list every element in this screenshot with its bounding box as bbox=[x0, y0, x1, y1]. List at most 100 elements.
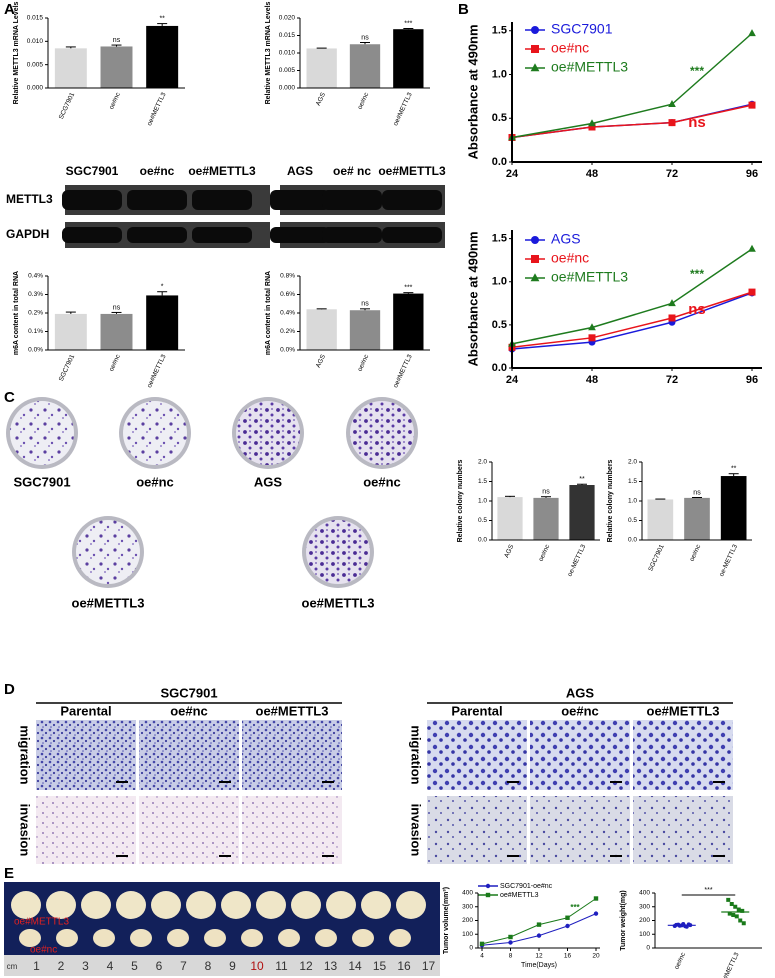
blot-band bbox=[62, 227, 122, 243]
x-tick-label: oe#nc bbox=[673, 951, 687, 971]
ruler-number: 14 bbox=[348, 959, 362, 973]
y-tick-label: 0.2% bbox=[280, 328, 295, 335]
significance: ** bbox=[731, 466, 737, 473]
significance: ns bbox=[361, 301, 369, 308]
x-tick-label: 20 bbox=[592, 953, 600, 960]
colony-plate-inner bbox=[10, 401, 74, 465]
ruler-number: 8 bbox=[205, 959, 212, 973]
marker bbox=[588, 323, 596, 331]
significance: *** bbox=[404, 20, 412, 27]
series-line bbox=[511, 291, 753, 349]
ruler-number: 7 bbox=[180, 959, 187, 973]
tumor bbox=[241, 929, 263, 947]
transwell-row-label: migration bbox=[409, 725, 424, 784]
y-axis-label: Tumor weight(mg) bbox=[620, 890, 627, 951]
y-tick-label: 0.0% bbox=[28, 347, 43, 354]
tumor bbox=[256, 891, 286, 919]
y-axis-label: m6A content in total RNA bbox=[265, 271, 272, 355]
bar bbox=[349, 44, 381, 88]
y-tick-label: 1.5 bbox=[492, 233, 507, 245]
ruler-number: 3 bbox=[82, 959, 89, 973]
x-tick-label: 72 bbox=[666, 168, 678, 180]
bar bbox=[533, 497, 559, 540]
transwell-image bbox=[242, 796, 342, 864]
y-tick-label: 0 bbox=[646, 945, 650, 952]
bar bbox=[393, 293, 424, 350]
x-tick-label: SGC7901 bbox=[647, 543, 666, 572]
panel-label: D bbox=[4, 681, 15, 698]
ruler-number: 13 bbox=[324, 959, 338, 973]
marker bbox=[734, 914, 739, 919]
marker bbox=[668, 119, 676, 127]
colony-plate-inner bbox=[236, 401, 300, 465]
blot-band bbox=[382, 190, 442, 210]
ruler-number: 6 bbox=[156, 959, 163, 973]
tumor bbox=[186, 891, 216, 919]
transwell-image bbox=[139, 720, 239, 790]
transwell-image bbox=[530, 720, 630, 790]
legend-label: oe#METTL3 bbox=[551, 269, 628, 285]
y-tick-label: 0.0 bbox=[478, 537, 487, 544]
ruler-number: 12 bbox=[299, 959, 313, 973]
legend-label: SGC7901-oe#nc bbox=[500, 883, 553, 890]
ruler-number: 10 bbox=[250, 959, 264, 973]
marker bbox=[531, 45, 539, 53]
y-tick-label: 0.0 bbox=[628, 537, 637, 544]
marker bbox=[748, 288, 756, 296]
x-tick-label: oe#nc bbox=[108, 91, 122, 111]
transwell-row-label: migration bbox=[18, 725, 33, 784]
x-tick-label: AGS bbox=[503, 543, 515, 559]
significance: ns bbox=[542, 489, 550, 496]
y-tick-label: 0.5 bbox=[478, 517, 487, 524]
bar bbox=[54, 313, 87, 350]
panel-label: C bbox=[4, 389, 15, 406]
marker bbox=[565, 923, 570, 929]
ruler-number: 11 bbox=[275, 959, 288, 973]
x-tick-label: SCG7901 bbox=[58, 91, 77, 120]
transwell-image bbox=[633, 720, 733, 790]
colony-label: oe#METTL3 bbox=[302, 595, 375, 610]
y-tick-label: 300 bbox=[462, 903, 473, 910]
y-tick-label: 0.4% bbox=[28, 273, 43, 280]
significance: *** bbox=[690, 267, 704, 281]
y-tick-label: 100 bbox=[462, 931, 473, 938]
x-tick-label: 48 bbox=[586, 168, 598, 180]
y-tick-label: 0.5 bbox=[492, 112, 507, 124]
x-tick-label: 8 bbox=[509, 953, 513, 960]
y-tick-label: 0.005 bbox=[27, 61, 44, 68]
marker bbox=[508, 934, 513, 940]
transwell-image bbox=[36, 796, 136, 864]
y-tick-label: 0.020 bbox=[279, 15, 296, 22]
y-tick-label: 0.1% bbox=[28, 328, 43, 335]
transwell-image bbox=[242, 720, 342, 790]
blot-lane-label: oe#METTL3 bbox=[188, 164, 256, 178]
ruler-number: 9 bbox=[229, 959, 236, 973]
blot-lane-label: oe#METTL3 bbox=[378, 164, 446, 178]
marker bbox=[729, 902, 734, 906]
transwell-row-label: invasion bbox=[18, 804, 33, 857]
marker bbox=[479, 941, 485, 947]
series-line bbox=[511, 104, 753, 139]
transwell-image bbox=[36, 720, 136, 790]
blot-band bbox=[192, 227, 252, 243]
marker bbox=[668, 314, 676, 322]
y-tick-label: 0.3% bbox=[28, 291, 43, 298]
significance: ** bbox=[159, 15, 165, 22]
x-tick-label: oe#METTL3 bbox=[146, 91, 168, 127]
bar bbox=[306, 48, 337, 88]
marker bbox=[733, 904, 738, 909]
marker bbox=[736, 907, 741, 912]
transwell-column-label: oe#nc bbox=[561, 703, 599, 718]
x-tick-label: oe#nc bbox=[108, 353, 122, 373]
transwell-column-label: oe#nc bbox=[170, 703, 208, 718]
x-axis-label: Time(Days) bbox=[521, 962, 557, 969]
y-tick-label: 0.2% bbox=[28, 310, 43, 317]
transwell-image bbox=[633, 796, 733, 864]
x-tick-label: SGC7901 bbox=[58, 353, 77, 382]
marker bbox=[748, 29, 756, 37]
tumor bbox=[352, 929, 374, 947]
blot-row-label: GAPDH bbox=[6, 227, 49, 241]
marker bbox=[536, 933, 542, 938]
y-tick-label: 2.0 bbox=[628, 459, 637, 466]
